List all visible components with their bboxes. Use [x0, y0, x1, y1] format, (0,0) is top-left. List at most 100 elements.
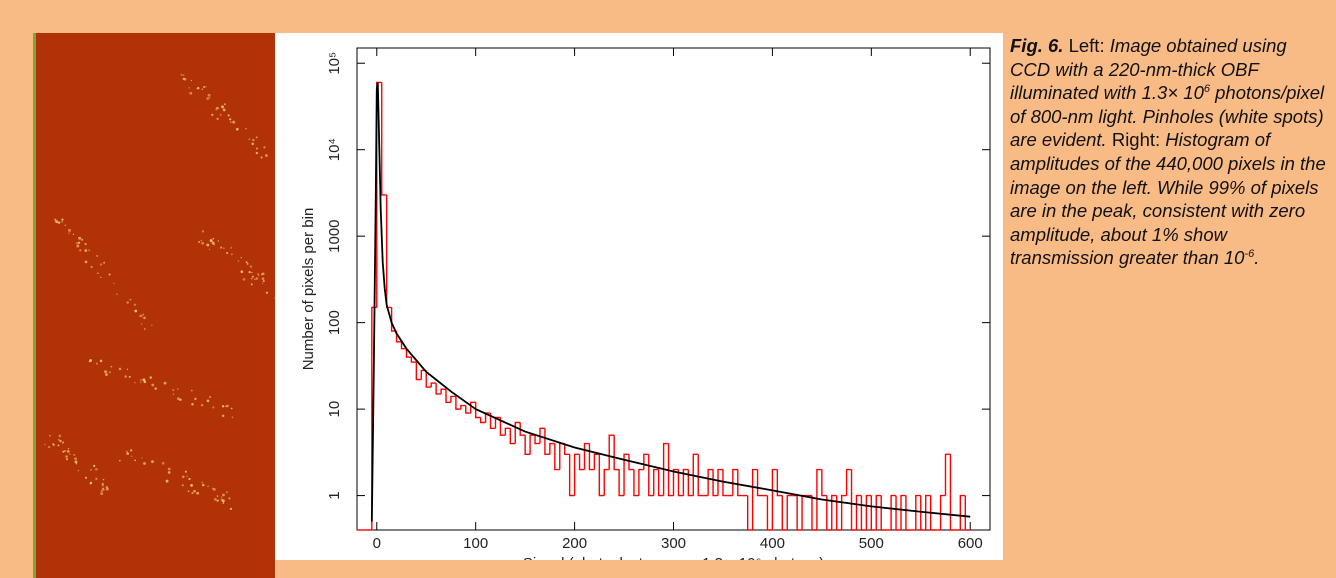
histogram-bin [915, 494, 921, 530]
pinhole [77, 469, 80, 472]
histogram-bin [712, 469, 719, 497]
histogram-bin [667, 443, 674, 497]
pinhole [143, 380, 147, 384]
histogram-bin [707, 468, 714, 496]
pinhole [190, 484, 193, 487]
pinhole [220, 246, 223, 249]
y-tick-label: 1000 [326, 219, 343, 252]
histogram-bin [489, 413, 496, 430]
pinhole [260, 273, 264, 276]
pinhole [255, 136, 258, 139]
histogram-bin [450, 395, 456, 403]
pinhole [143, 462, 146, 465]
left-text: Image obtained using CCD with a 220-nm-t… [1010, 35, 1287, 104]
pinhole [89, 482, 92, 485]
pinhole [246, 263, 249, 265]
pinhole [62, 441, 65, 444]
pinhole [75, 463, 78, 465]
pinhole [73, 453, 76, 456]
pinhole [193, 489, 196, 493]
pinhole [201, 230, 205, 233]
histogram-bin [682, 468, 689, 496]
pinhole [184, 470, 187, 473]
pinhole [183, 77, 187, 81]
pinholes [44, 73, 275, 511]
pinhole [237, 260, 240, 262]
x-tick-label: 500 [859, 535, 884, 552]
pinhole [101, 484, 105, 487]
pinhole [250, 277, 253, 280]
histogram-bin [455, 396, 461, 410]
histogram-bin [771, 468, 778, 530]
pinhole [61, 220, 64, 223]
histogram-bin [499, 417, 506, 436]
histogram-bin [944, 453, 951, 496]
histogram-bin [781, 495, 788, 531]
pinhole [113, 282, 115, 284]
right-label: Right: [1111, 129, 1161, 151]
pinhole [72, 233, 75, 236]
pinhole [240, 270, 244, 273]
pinhole [100, 492, 104, 496]
histogram-bin [613, 435, 620, 471]
pinhole [109, 371, 111, 374]
pinhole [248, 138, 251, 141]
pinhole [163, 381, 167, 385]
pinhole [221, 414, 225, 418]
pinhole [212, 406, 215, 409]
image-edge [33, 33, 36, 578]
histogram-bin [509, 428, 516, 445]
histogram-bin [653, 468, 659, 496]
pinhole [255, 277, 259, 280]
histogram-bin [430, 382, 437, 388]
y-tick-label: 100 [326, 310, 343, 335]
pinhole [167, 467, 171, 471]
pinhole [209, 395, 212, 398]
histogram-bin [826, 495, 832, 531]
histogram-bin [465, 405, 471, 414]
histogram-bin [534, 435, 540, 445]
pinhole [69, 453, 71, 455]
histogram-bin [672, 468, 679, 496]
pinhole [201, 88, 204, 90]
histogram-bin [939, 494, 946, 530]
histogram-bin [692, 453, 699, 496]
pinhole [222, 493, 225, 497]
image-bg [33, 33, 275, 578]
pinhole [221, 105, 224, 109]
y-axis-label: Number of pixels per bin [300, 208, 317, 371]
pinhole [84, 476, 88, 479]
histogram-bin [554, 443, 560, 471]
histogram-bin [445, 389, 451, 403]
fit-curve [370, 82, 971, 522]
pinhole [220, 496, 223, 498]
pinhole [52, 443, 55, 446]
pinhole [222, 108, 226, 112]
pinhole [191, 492, 194, 495]
histogram-bin [440, 388, 447, 394]
histogram-bin [657, 469, 664, 497]
pinhole [213, 243, 215, 246]
pinhole [191, 403, 194, 406]
histogram-bin [514, 421, 521, 444]
pinhole [230, 247, 233, 249]
pinhole [179, 398, 182, 402]
pinhole [230, 407, 233, 410]
pinhole [213, 497, 217, 501]
pinhole [165, 479, 169, 483]
histogram-bin [821, 469, 827, 497]
histogram-bin [870, 495, 877, 531]
pinhole [57, 444, 60, 447]
pinhole [251, 271, 253, 274]
histogram-bin [544, 428, 550, 456]
pinhole [245, 261, 248, 264]
pinhole [172, 389, 175, 392]
pinhole [62, 450, 65, 453]
pinhole [116, 293, 118, 296]
pinhole [209, 239, 213, 243]
pinhole [142, 378, 146, 382]
pinhole [149, 376, 153, 379]
pinhole [232, 120, 236, 124]
histogram-bin [405, 348, 412, 358]
histogram-bin [900, 494, 906, 530]
